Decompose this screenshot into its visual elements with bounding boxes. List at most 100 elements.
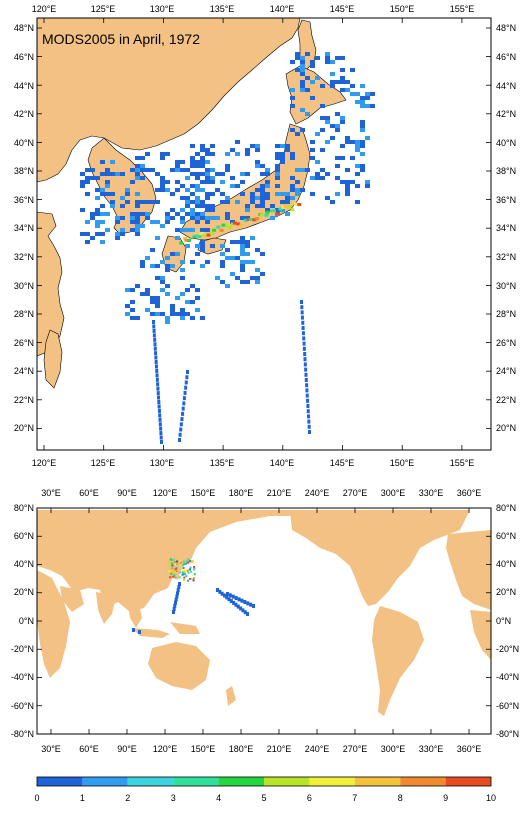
observation-cell xyxy=(265,172,270,176)
global-observation-track xyxy=(246,612,249,616)
observation-cell xyxy=(185,204,190,208)
observation-cell xyxy=(215,188,220,192)
observation-cell xyxy=(255,276,260,280)
g-lon-180-top: 180°E xyxy=(229,488,254,498)
g-lon-150-bottom: 150°E xyxy=(191,744,216,754)
observation-cell xyxy=(140,264,145,268)
observation-cell xyxy=(195,204,200,208)
global-observation-cell xyxy=(190,578,193,581)
observation-cell xyxy=(230,184,235,188)
observation-cell xyxy=(350,156,355,160)
observation-cell-hot xyxy=(236,222,241,226)
observation-cell xyxy=(320,116,325,120)
observation-cell xyxy=(365,184,370,188)
observation-cell xyxy=(280,208,285,212)
observation-track xyxy=(152,333,156,338)
global-observation-cell xyxy=(179,571,182,574)
observation-cell xyxy=(185,212,190,216)
global-observation-cell xyxy=(169,558,172,561)
observation-cell xyxy=(235,240,240,244)
observation-track xyxy=(304,367,308,372)
observation-cell xyxy=(130,300,135,304)
observation-cell xyxy=(170,312,175,316)
observation-cell xyxy=(300,188,305,192)
observation-cell xyxy=(345,80,350,84)
observation-track xyxy=(183,390,187,395)
observation-cell xyxy=(260,272,265,276)
observation-cell xyxy=(185,196,190,200)
global-observation-track xyxy=(226,592,229,596)
observation-cell-hot xyxy=(287,205,292,209)
observation-track xyxy=(158,422,162,427)
observation-cell xyxy=(165,292,170,296)
observation-cell xyxy=(140,168,145,172)
observation-cell xyxy=(185,300,190,304)
observation-cell xyxy=(345,192,350,196)
observation-cell xyxy=(260,184,265,188)
global-observation-cell xyxy=(190,561,193,564)
observation-cell xyxy=(85,240,90,244)
observation-cell-hot xyxy=(202,234,207,238)
observation-cell xyxy=(355,184,360,188)
observation-cell xyxy=(175,228,180,232)
observation-cell xyxy=(145,152,150,156)
observation-cell xyxy=(175,212,180,216)
global-observation-cell xyxy=(192,577,195,580)
lat-label-42-right: 42°N xyxy=(496,109,516,119)
observation-cell xyxy=(145,308,150,312)
observation-cell xyxy=(210,244,215,248)
observation-cell-hot xyxy=(221,223,226,227)
observation-cell xyxy=(80,180,85,184)
observation-track xyxy=(156,386,160,391)
observation-cell xyxy=(170,168,175,172)
observation-track xyxy=(181,411,185,416)
global-observation-track xyxy=(243,600,247,604)
g-lon-60-bottom: 60°E xyxy=(79,744,99,754)
observation-track xyxy=(154,351,158,356)
lat-label-46-right: 46°N xyxy=(496,52,516,62)
observation-cell xyxy=(140,164,145,168)
lon-label-135-top: 135°E xyxy=(210,4,235,14)
regional-lat-labels-left: 48°N 46°N 44°N 42°N 40°N 38°N 36°N 34°N … xyxy=(14,23,34,433)
observation-track xyxy=(178,438,181,442)
global-observation-track xyxy=(240,598,244,603)
observation-cell xyxy=(195,308,200,312)
observation-cell xyxy=(215,216,220,220)
observation-cell xyxy=(195,288,200,292)
observation-cell xyxy=(220,200,225,204)
observation-cell xyxy=(200,264,205,268)
observation-cell xyxy=(260,196,265,200)
lon-label-125-top: 125°E xyxy=(91,4,116,14)
observation-cell xyxy=(150,220,155,224)
observation-cell xyxy=(195,244,200,248)
global-observation-track xyxy=(225,595,229,600)
observation-cell xyxy=(125,188,130,192)
observation-cell xyxy=(155,296,160,300)
lon-label-150-top: 150°E xyxy=(390,4,415,14)
observation-cell-hot xyxy=(184,238,189,242)
observation-cell xyxy=(125,192,130,196)
observation-cell xyxy=(190,212,195,216)
observation-cell xyxy=(125,312,130,316)
global-observation-cell xyxy=(184,562,187,565)
observation-cell xyxy=(240,172,245,176)
observation-track xyxy=(157,404,161,409)
observation-cell-hot xyxy=(243,218,248,222)
lon-label-125-bottom: 125°E xyxy=(91,458,116,468)
observation-cell xyxy=(190,184,195,188)
observation-cell xyxy=(365,96,370,100)
observation-cell xyxy=(200,160,205,164)
observation-cell xyxy=(175,164,180,168)
observation-cell xyxy=(170,264,175,268)
observation-cell xyxy=(215,172,220,176)
observation-cell xyxy=(165,264,170,268)
observation-cell xyxy=(175,312,180,316)
g-lon-180-bottom: 180°E xyxy=(229,744,254,754)
lat-label-28-left: 28°N xyxy=(14,309,34,319)
observation-cell xyxy=(235,256,240,260)
global-lat-labels-right: 80°N 60°N 40°N 20°N 0°N -20°N -40°N -60°… xyxy=(496,503,519,739)
observation-cell xyxy=(285,148,290,152)
observation-cell xyxy=(180,292,185,296)
global-observation-track xyxy=(178,582,181,586)
